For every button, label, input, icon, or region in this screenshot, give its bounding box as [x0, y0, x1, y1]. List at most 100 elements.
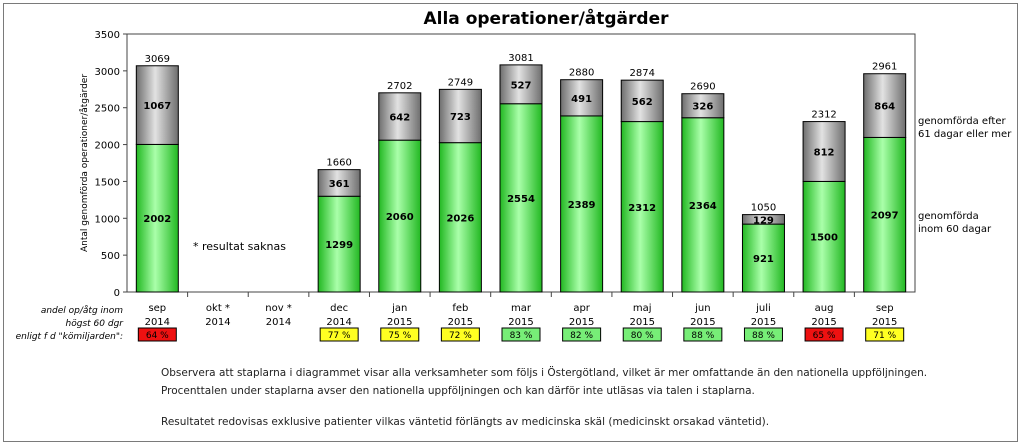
- data-label-within-60: 2554: [507, 194, 535, 205]
- y-tick-label: 0: [114, 288, 120, 299]
- percent-badge: [380, 327, 420, 342]
- legend-label: inom 60 dagar: [918, 224, 992, 235]
- y-axis: 0 500 1000 1500 2000 2500 3000 3500: [95, 30, 127, 299]
- percent-badge: [804, 327, 844, 342]
- percent-value: 88 %: [752, 331, 775, 341]
- data-label-total: 2690: [690, 82, 715, 93]
- y-tick-label: 3000: [95, 67, 120, 78]
- data-label-within-60: 2097: [871, 211, 899, 222]
- percent-value: 77 %: [328, 331, 351, 341]
- data-label-after-61: 361: [329, 179, 350, 190]
- data-label-after-61: 812: [814, 148, 835, 159]
- x-tick-label-year: 2014: [145, 317, 170, 328]
- percent-value: 75 %: [388, 331, 411, 341]
- note-1: Observera att staplarna i diagrammet vis…: [161, 367, 928, 379]
- y-tick-label: 2000: [95, 141, 120, 152]
- x-tick-label-year: 2015: [387, 317, 412, 328]
- data-label-total: 3081: [508, 53, 533, 64]
- percent-value: 88 %: [691, 331, 714, 341]
- data-label-total: 2961: [872, 62, 897, 73]
- data-label-after-61: 864: [874, 102, 895, 113]
- bar-within-60-days: [560, 115, 604, 293]
- bar-after-61-days: [620, 79, 664, 123]
- bar-within-60-days: [741, 223, 785, 293]
- bar-after-61-days: [135, 65, 179, 145]
- percent-row-label: andel op/åtg inom: [41, 305, 123, 316]
- y-tick-label: 500: [101, 251, 120, 262]
- bar-after-61-days: [863, 73, 907, 138]
- bar-after-61-days: [802, 121, 846, 182]
- y-tick-label: 2500: [95, 104, 120, 115]
- x-tick-label-month: juli: [755, 303, 771, 314]
- data-label-total: 2874: [630, 68, 655, 79]
- x-tick-label-year: 2014: [326, 317, 351, 328]
- chart-title: Alla operationer/åtgärder: [424, 7, 670, 29]
- y-tick-label: 1500: [95, 177, 120, 188]
- percent-value: 83 %: [510, 331, 533, 341]
- percent-value: 64 %: [146, 331, 169, 341]
- data-label-within-60: 1500: [810, 233, 838, 244]
- data-label-after-61: 642: [389, 112, 410, 123]
- x-tick-label-year: 2014: [266, 317, 291, 328]
- data-labels: 2002 1067 3069 1299 361 1660 2060 642 2702 2026 72…: [143, 53, 898, 265]
- x-tick-label-month: sep: [148, 303, 166, 314]
- x-tick-label-month: feb: [452, 303, 468, 314]
- x-tick-label-year: 2015: [508, 317, 533, 328]
- legend-label: genomförda: [918, 211, 979, 222]
- y-tick-label: 3500: [95, 30, 120, 41]
- data-label-within-60: 2364: [689, 201, 717, 212]
- percent-value: 72 %: [449, 331, 472, 341]
- data-label-within-60: 2026: [446, 213, 474, 224]
- bar-within-60-days: [681, 117, 725, 293]
- bar-within-60-days: [438, 142, 482, 293]
- percent-row: 64 % 77 % 75 % 72 % 83 % 82 % 80 % 88 % 88 % 65 %…: [16, 305, 905, 342]
- bar-within-60-days: [620, 121, 664, 293]
- x-tick-label-year: 2014: [205, 317, 230, 328]
- bar-after-61-days: [499, 64, 543, 105]
- data-label-after-61: 326: [692, 102, 713, 113]
- x-tick-label-year: 2015: [751, 317, 776, 328]
- x-tick-label-year: 2015: [690, 317, 715, 328]
- percent-badge: [622, 327, 662, 342]
- x-tick-label-month: jun: [694, 303, 710, 314]
- data-label-within-60: 2389: [568, 200, 596, 211]
- percent-row-label: högst 60 dgr: [66, 319, 125, 329]
- x-tick-label-year: 2015: [872, 317, 897, 328]
- percent-badge: [501, 327, 541, 342]
- x-tick-label-year: 2015: [630, 317, 655, 328]
- bar-within-60-days: [802, 180, 846, 293]
- percent-value: 71 %: [873, 331, 896, 341]
- percent-value: 80 %: [631, 331, 654, 341]
- x-axis: sep 2014 okt * 2014 nov * 2014 dec 2014 jan 2015 f…: [145, 292, 897, 328]
- percent-badge: [319, 327, 359, 342]
- data-label-after-61: 1067: [143, 101, 171, 112]
- percent-badge: [865, 327, 905, 342]
- x-tick-label-year: 2015: [448, 317, 473, 328]
- percent-badge: [562, 327, 602, 342]
- percent-badge: [440, 327, 480, 342]
- bar-after-61-days: [378, 92, 422, 141]
- x-tick-label-month: mar: [511, 303, 532, 314]
- x-tick-label-year: 2015: [811, 317, 836, 328]
- legend: genomförda efter 61 dagar eller mer genomf…: [918, 116, 1012, 235]
- data-label-total: 2702: [387, 81, 412, 92]
- data-label-within-60: 2060: [386, 212, 414, 223]
- data-label-total: 1660: [326, 158, 351, 169]
- bars: [135, 64, 907, 293]
- data-label-after-61: 527: [511, 80, 532, 91]
- percent-badge: [683, 327, 723, 342]
- data-label-within-60: 2312: [628, 203, 656, 214]
- data-label-within-60: 1299: [325, 240, 353, 251]
- bar-after-61-days: [317, 169, 361, 197]
- x-tick-label-month: sep: [876, 303, 894, 314]
- x-tick-label-month: nov *: [265, 303, 292, 314]
- x-tick-label-year: 2015: [569, 317, 594, 328]
- data-label-total: 2749: [448, 77, 473, 88]
- bar-within-60-days: [378, 139, 422, 293]
- x-tick-label-month: dec: [330, 303, 348, 314]
- data-label-after-61: 491: [571, 94, 592, 105]
- bar-after-61-days: [438, 88, 482, 144]
- data-label-total: 2880: [569, 68, 594, 79]
- percent-badge: [137, 327, 177, 342]
- note-3: Resultatet redovisas exklusive patienter…: [161, 416, 770, 428]
